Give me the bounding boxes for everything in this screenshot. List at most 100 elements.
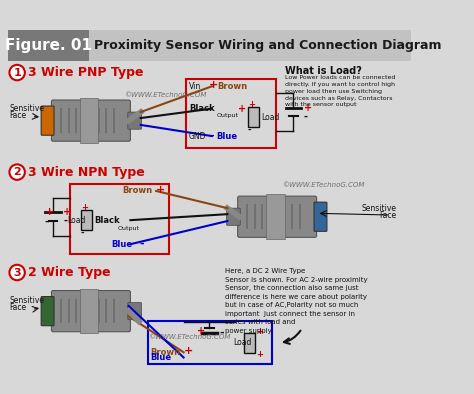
Text: Sensitive: Sensitive [9, 104, 45, 113]
Bar [60, 108, 62, 133]
Bar [105, 108, 107, 133]
Bar [82, 108, 85, 133]
Text: ©WWW.ETechnoG.COM: ©WWW.ETechnoG.COM [283, 182, 365, 188]
Bar [68, 108, 70, 133]
Text: 3 Wire PNP Type: 3 Wire PNP Type [28, 66, 144, 79]
FancyBboxPatch shape [227, 208, 240, 225]
Bar [269, 204, 271, 229]
Text: Blue: Blue [150, 353, 171, 362]
Bar [98, 299, 100, 323]
FancyBboxPatch shape [128, 303, 142, 320]
Text: Vin: Vin [189, 82, 201, 91]
Bar [299, 204, 301, 229]
Bar [98, 108, 100, 133]
Circle shape [9, 164, 25, 180]
Bar [68, 299, 70, 323]
FancyBboxPatch shape [52, 290, 130, 332]
Text: 2: 2 [13, 167, 21, 177]
Text: +: + [256, 349, 264, 359]
Text: ©WWW.ETechnoG.COM: ©WWW.ETechnoG.COM [147, 334, 230, 340]
Text: 3 Wire NPN Type: 3 Wire NPN Type [28, 165, 145, 178]
Text: +: + [81, 203, 88, 212]
FancyBboxPatch shape [314, 202, 327, 231]
Bar [284, 204, 286, 229]
Text: Here, a DC 2 Wire Type
Sensor is shown. For AC 2-wire proximity
Sensor, the conn: Here, a DC 2 Wire Type Sensor is shown. … [225, 268, 367, 334]
Text: Face: Face [9, 303, 27, 312]
Bar [147, 322, 272, 364]
Bar [246, 204, 248, 229]
Bar [186, 80, 276, 148]
Bar [248, 107, 259, 128]
Text: Brown: Brown [122, 186, 152, 195]
FancyBboxPatch shape [41, 106, 54, 135]
Bar [105, 299, 107, 323]
Bar [75, 299, 77, 323]
Bar [266, 194, 285, 239]
Text: 1: 1 [13, 67, 21, 78]
Text: +: + [197, 326, 205, 336]
Bar [81, 210, 92, 230]
Bar [113, 299, 115, 323]
Text: GND: GND [189, 132, 206, 141]
Text: Output: Output [118, 226, 139, 231]
Text: Black: Black [189, 104, 214, 113]
Text: Low Power loads can be connected
directly. If you want to control high
power loa: Low Power loads can be connected directl… [285, 75, 395, 107]
Text: +: + [237, 104, 246, 113]
Bar [90, 108, 92, 133]
FancyBboxPatch shape [52, 100, 130, 141]
Bar [80, 98, 99, 143]
Text: +: + [256, 327, 264, 336]
Text: -: - [64, 216, 67, 226]
Text: +: + [45, 206, 54, 217]
Text: Sensitive: Sensitive [362, 204, 396, 213]
Bar [82, 299, 85, 323]
Bar [60, 299, 62, 323]
Text: +: + [248, 100, 255, 109]
Text: -: - [219, 327, 224, 338]
Text: +: + [304, 103, 312, 113]
Text: 2 Wire Type: 2 Wire Type [28, 266, 111, 279]
Text: Load: Load [233, 338, 252, 348]
Bar [244, 333, 255, 353]
Text: Brown: Brown [217, 82, 247, 91]
Text: -: - [45, 217, 49, 227]
Text: -: - [81, 229, 84, 238]
Text: Load: Load [262, 113, 280, 122]
Text: Load: Load [67, 216, 85, 225]
Circle shape [9, 265, 25, 280]
Text: ©WWW.ETechnoG.COM: ©WWW.ETechnoG.COM [124, 92, 206, 98]
Bar [80, 289, 99, 333]
Bar [292, 204, 293, 229]
Text: Figure. 01: Figure. 01 [5, 37, 91, 53]
Text: +: + [156, 185, 165, 195]
Text: What is Load?: What is Load? [285, 66, 362, 76]
Bar [113, 108, 115, 133]
Text: Brown: Brown [150, 348, 180, 357]
Text: Sensitive: Sensitive [9, 296, 45, 305]
Text: Face: Face [9, 111, 27, 120]
FancyBboxPatch shape [41, 297, 54, 326]
Text: -: - [248, 126, 252, 135]
Circle shape [9, 65, 25, 80]
FancyBboxPatch shape [237, 196, 317, 237]
Text: +: + [183, 346, 193, 357]
Bar [276, 204, 278, 229]
Text: 3: 3 [13, 268, 21, 277]
Text: Black: Black [94, 216, 120, 225]
Text: +: + [209, 80, 218, 91]
Text: Proximity Sensor Wiring and Connection Diagram: Proximity Sensor Wiring and Connection D… [93, 39, 441, 52]
Text: Output: Output [216, 113, 238, 118]
Bar [75, 108, 77, 133]
Bar [89, 30, 411, 61]
Text: -: - [139, 239, 144, 249]
FancyBboxPatch shape [128, 112, 142, 129]
Text: Blue: Blue [111, 240, 133, 249]
Text: -: - [304, 112, 308, 121]
Bar [90, 299, 92, 323]
Text: -: - [210, 131, 214, 141]
Text: Blue: Blue [216, 132, 237, 141]
Bar [70, 184, 169, 255]
Bar [261, 204, 264, 229]
Text: Face: Face [379, 210, 396, 219]
Text: +: + [64, 208, 72, 217]
